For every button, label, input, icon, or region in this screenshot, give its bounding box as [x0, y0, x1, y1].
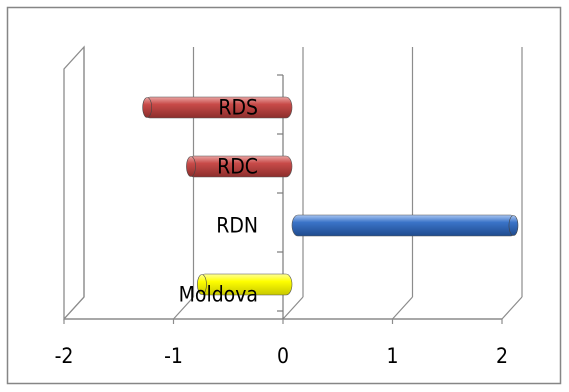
bar-cap-rds — [142, 97, 152, 118]
floor-grid-line — [392, 296, 413, 320]
category-labels: Moldova RDN RDC RDS — [179, 96, 258, 307]
x-tick-label: 1 — [386, 344, 398, 368]
category-label: Moldova — [179, 283, 258, 307]
x-tick-label: -1 — [164, 344, 183, 368]
bar-cap-moldova — [197, 274, 207, 295]
category-label: RDC — [217, 155, 258, 179]
floor-grid-line — [282, 296, 304, 320]
floor-grid-line — [173, 296, 194, 320]
bar-rdn — [291, 214, 517, 237]
x-tick-label: 2 — [496, 344, 508, 368]
floor-grid-line — [501, 296, 523, 320]
bar-series — [142, 96, 519, 296]
floor-grid-line — [63, 296, 85, 320]
chart-border — [6, 6, 562, 385]
x-tick-label: 0 — [277, 344, 289, 368]
category-label: RDS — [218, 96, 258, 120]
bar-cap-rdn — [508, 215, 519, 236]
x-axis-ticks: -2 -1 0 1 2 — [55, 319, 508, 368]
bar-cap-rdc — [186, 156, 196, 177]
category-label: RDN — [216, 214, 258, 238]
x-tick-label: -2 — [55, 344, 74, 368]
